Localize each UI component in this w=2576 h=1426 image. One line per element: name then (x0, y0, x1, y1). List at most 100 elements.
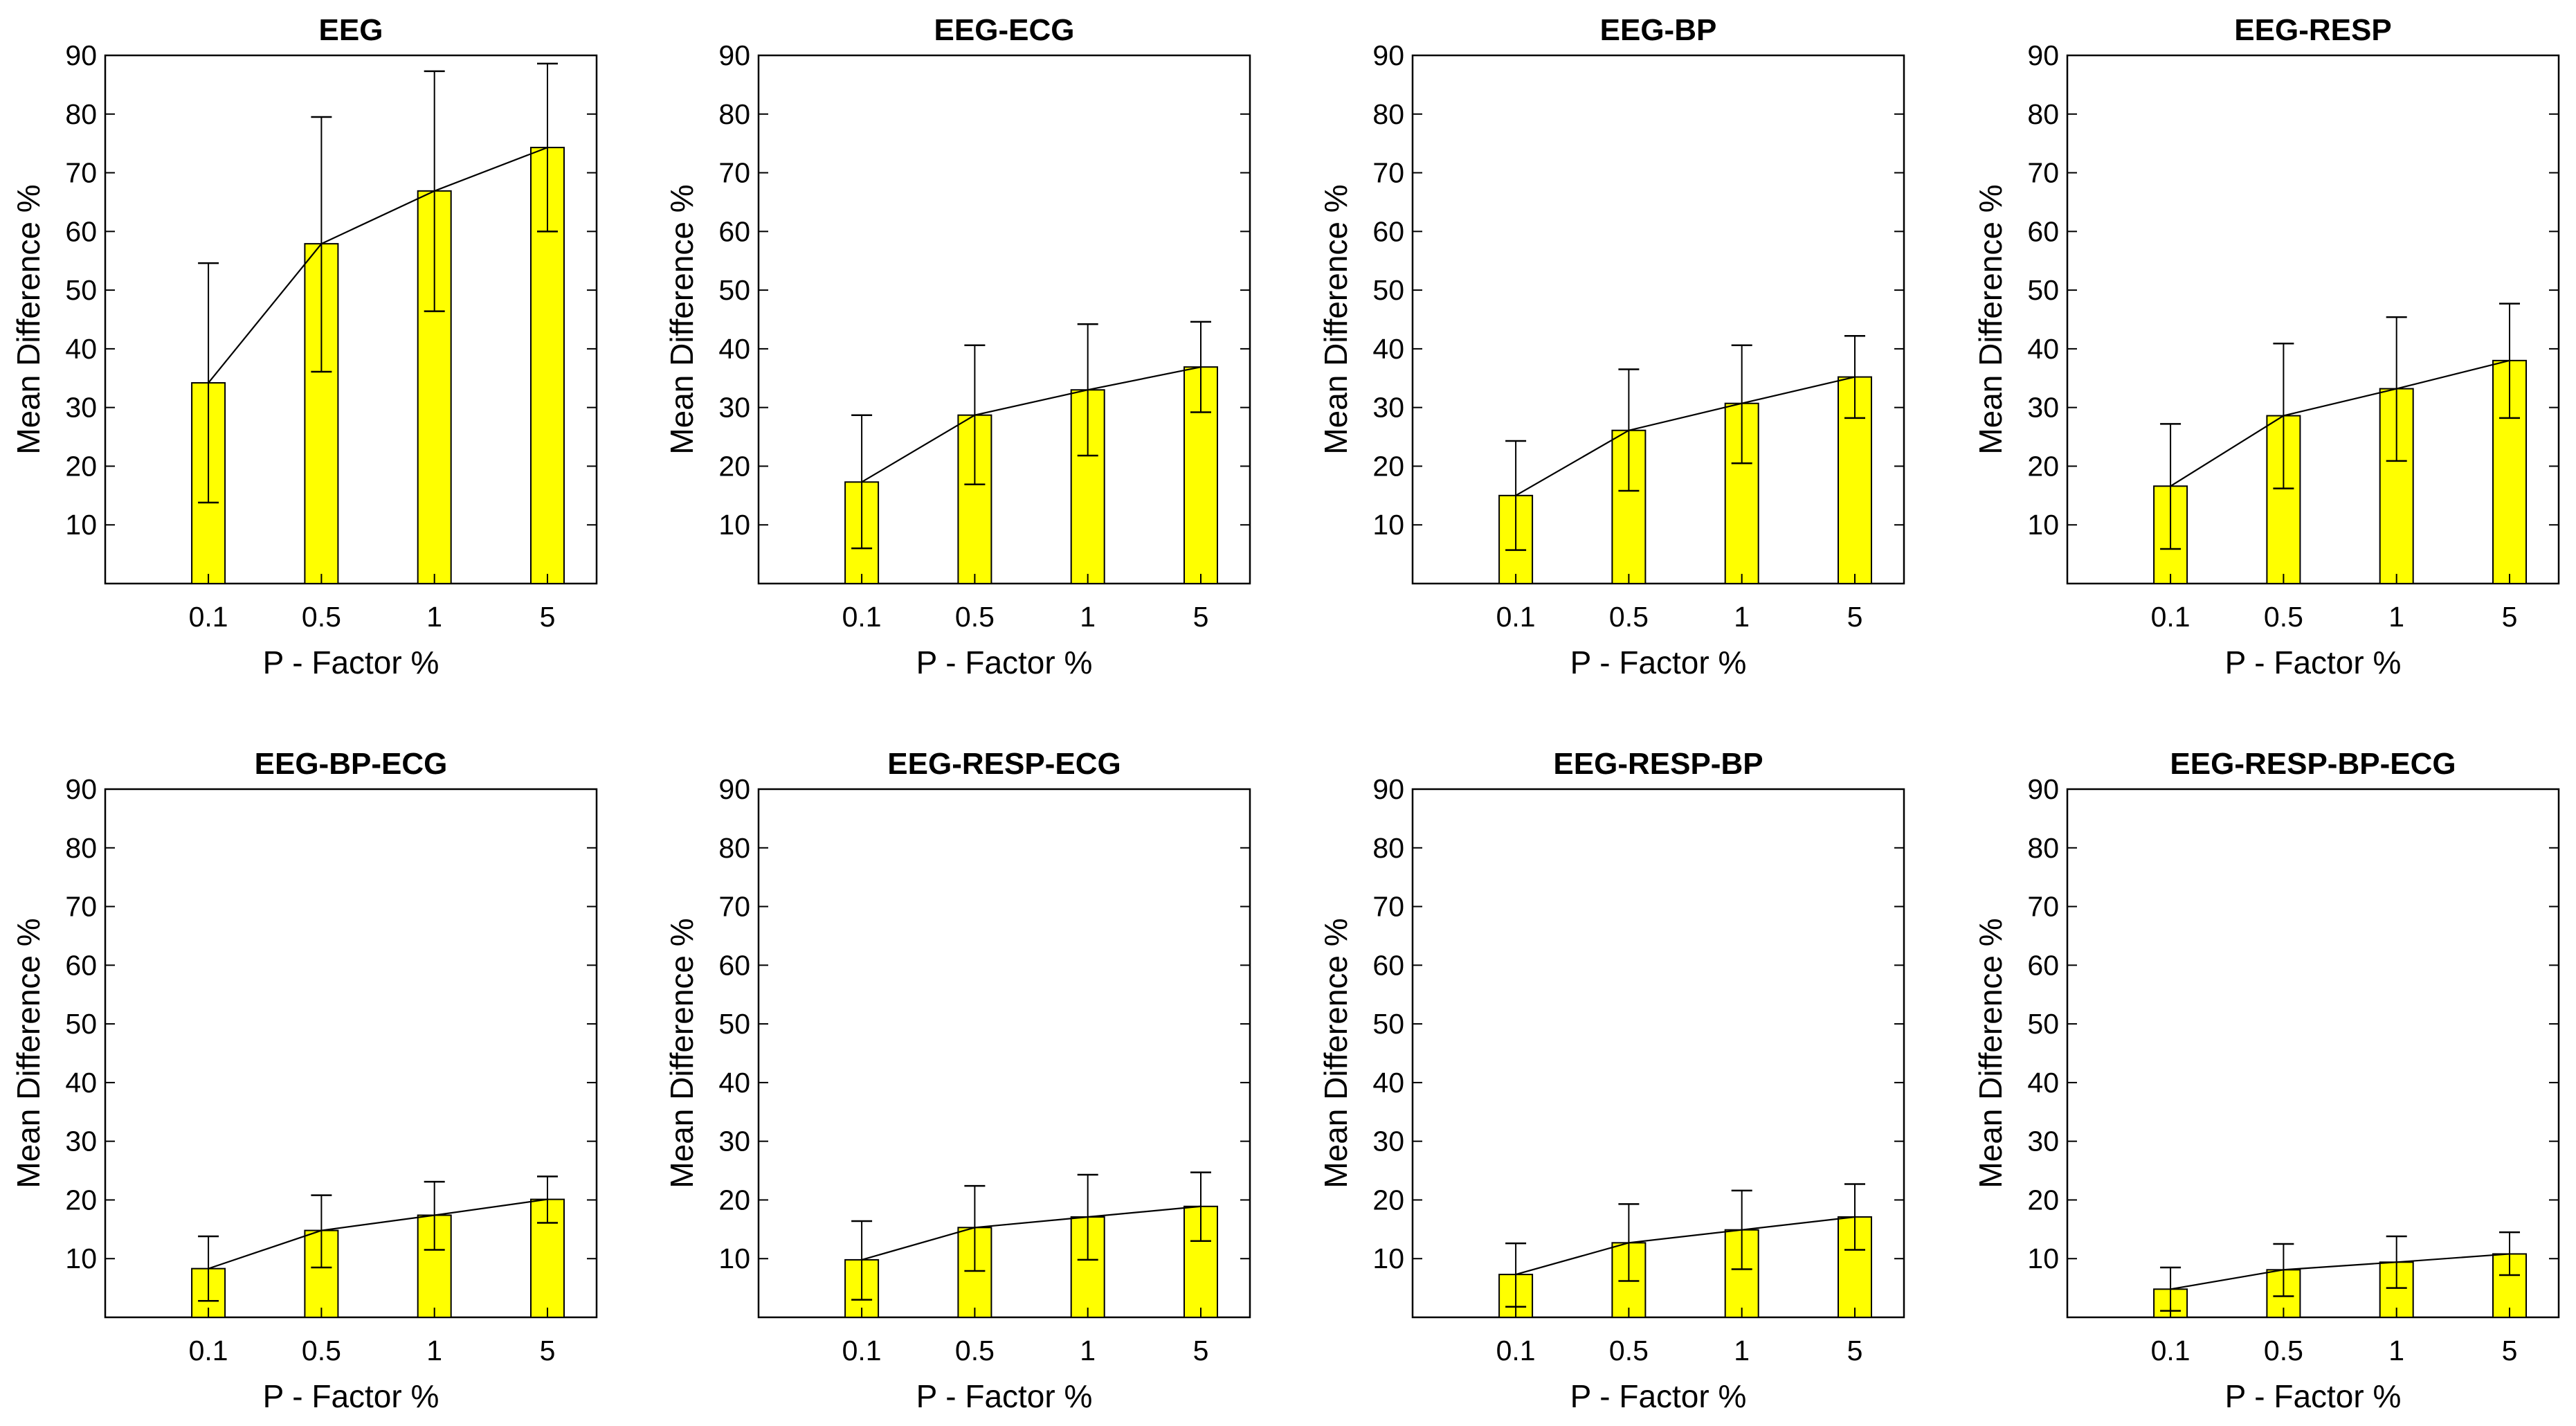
x-tick-label: 0.5 (302, 1335, 341, 1366)
y-tick-label: 60 (718, 949, 750, 981)
y-tick-label: 20 (2027, 450, 2059, 482)
x-tick-label: 5 (1847, 601, 1863, 633)
y-tick-label: 90 (2027, 39, 2059, 71)
y-tick-label: 30 (718, 1126, 750, 1157)
y-tick-label: 60 (65, 949, 97, 981)
y-tick-label: 30 (2027, 1126, 2059, 1157)
y-axis-label: Mean Difference % (664, 918, 700, 1188)
chart-panel: EEG 10 20 30 40 50 60 70 80 90 Mean Difference % P … (10, 13, 598, 680)
x-tick-label: 0.5 (2264, 601, 2303, 633)
x-tick-label: 0.1 (842, 1335, 882, 1366)
trend-line (861, 366, 1201, 483)
x-tick-label: 0.5 (2264, 1335, 2303, 1366)
y-tick-label: 30 (65, 392, 97, 424)
axes-box (2066, 54, 2560, 585)
y-tick-label: 80 (65, 98, 97, 130)
axes-box (104, 788, 598, 1319)
chart-title: EEG-BP (1600, 13, 1717, 47)
x-tick-label: 0.1 (189, 1335, 228, 1366)
y-tick-label: 90 (1372, 39, 1404, 71)
y-tick-label: 70 (1372, 891, 1404, 923)
x-tick-label: 0.5 (955, 1335, 995, 1366)
chart-panel: EEG-RESP 10 20 30 40 50 60 70 80 90 Mean Differenc… (1972, 13, 2560, 680)
x-tick-label: 5 (2502, 601, 2518, 633)
x-tick-label: 0.1 (2151, 1335, 2190, 1366)
y-tick-label: 40 (2027, 333, 2059, 365)
y-tick-label: 10 (1372, 509, 1404, 541)
x-tick-label: 1 (426, 1335, 442, 1366)
x-axis-label: P - Factor % (916, 644, 1093, 680)
y-tick-label: 70 (2027, 157, 2059, 189)
y-axis-label: Mean Difference % (10, 918, 46, 1188)
x-tick-label: 0.5 (1609, 601, 1649, 633)
y-tick-label: 50 (2027, 1008, 2059, 1040)
chart-title: EEG-ECG (934, 13, 1075, 47)
x-tick-label: 1 (1080, 1335, 1096, 1366)
y-tick-label: 90 (2027, 773, 2059, 805)
trend-line (2170, 1253, 2510, 1290)
y-tick-label: 60 (1372, 949, 1404, 981)
y-tick-label: 50 (718, 274, 750, 306)
bar (1183, 1205, 1218, 1319)
y-tick-label: 60 (65, 215, 97, 247)
y-tick-label: 50 (65, 274, 97, 306)
x-tick-label: 5 (1847, 1335, 1863, 1366)
chart-title: EEG-RESP (2234, 13, 2391, 47)
y-tick-label: 20 (1372, 1184, 1404, 1216)
y-axis-label: Mean Difference % (1318, 184, 1354, 454)
axes-box (757, 788, 1251, 1319)
axes-box (1411, 54, 1905, 585)
y-tick-label: 20 (2027, 1184, 2059, 1216)
x-tick-label: 1 (1080, 601, 1096, 633)
trend-line (2170, 359, 2510, 487)
axes-box (104, 54, 598, 585)
x-axis-label: P - Factor % (263, 1378, 439, 1414)
chart-panel: EEG-RESP-ECG 10 20 30 40 50 60 70 80 90 Mean Diffe… (664, 747, 1251, 1414)
x-tick-label: 0.1 (2151, 601, 2190, 633)
y-tick-label: 40 (65, 333, 97, 365)
y-tick-label: 10 (718, 1243, 750, 1274)
x-tick-label: 0.1 (189, 601, 228, 633)
y-tick-label: 10 (718, 509, 750, 541)
x-tick-label: 0.5 (1609, 1335, 1649, 1366)
x-axis-label: P - Factor % (1570, 644, 1747, 680)
y-tick-label: 80 (1372, 98, 1404, 130)
trend-line (1515, 376, 1856, 496)
y-tick-label: 70 (718, 891, 750, 923)
chart-panel: EEG-RESP-BP 10 20 30 40 50 60 70 80 90 Mean Differ… (1318, 747, 1905, 1414)
chart-title: EEG-RESP-BP-ECG (2170, 747, 2456, 781)
y-tick-label: 10 (65, 509, 97, 541)
y-tick-label: 40 (718, 333, 750, 365)
y-tick-label: 10 (65, 1243, 97, 1274)
y-tick-label: 70 (65, 157, 97, 189)
x-tick-label: 0.1 (1496, 1335, 1536, 1366)
y-tick-label: 30 (1372, 392, 1404, 424)
y-tick-label: 90 (718, 39, 750, 71)
y-tick-label: 70 (1372, 157, 1404, 189)
x-tick-label: 5 (1193, 601, 1209, 633)
trend-line (208, 147, 548, 383)
y-axis-label: Mean Difference % (1318, 918, 1354, 1188)
y-tick-label: 90 (65, 773, 97, 805)
y-tick-label: 50 (1372, 274, 1404, 306)
trend-line (861, 1205, 1201, 1261)
chart-panel: EEG-RESP-BP-ECG 10 20 30 40 50 60 70 80 90 Mean Di… (1972, 747, 2560, 1414)
y-tick-label: 30 (1372, 1126, 1404, 1157)
y-tick-label: 60 (1372, 215, 1404, 247)
chart-panel: EEG-BP 10 20 30 40 50 60 70 80 90 Mean Difference … (1318, 13, 1905, 680)
x-tick-label: 5 (1193, 1335, 1209, 1366)
x-tick-label: 1 (2388, 601, 2404, 633)
x-tick-label: 1 (1734, 1335, 1750, 1366)
y-axis-label: Mean Difference % (1972, 184, 2008, 454)
y-tick-label: 50 (2027, 274, 2059, 306)
y-tick-label: 40 (65, 1067, 97, 1099)
y-tick-label: 80 (1372, 832, 1404, 864)
y-tick-label: 90 (65, 39, 97, 71)
x-axis-label: P - Factor % (2225, 1378, 2402, 1414)
y-tick-label: 20 (65, 1184, 97, 1216)
y-tick-label: 10 (2027, 1243, 2059, 1274)
y-tick-label: 70 (2027, 891, 2059, 923)
y-tick-label: 40 (1372, 333, 1404, 365)
y-tick-label: 70 (65, 891, 97, 923)
y-axis-label: Mean Difference % (10, 184, 46, 454)
